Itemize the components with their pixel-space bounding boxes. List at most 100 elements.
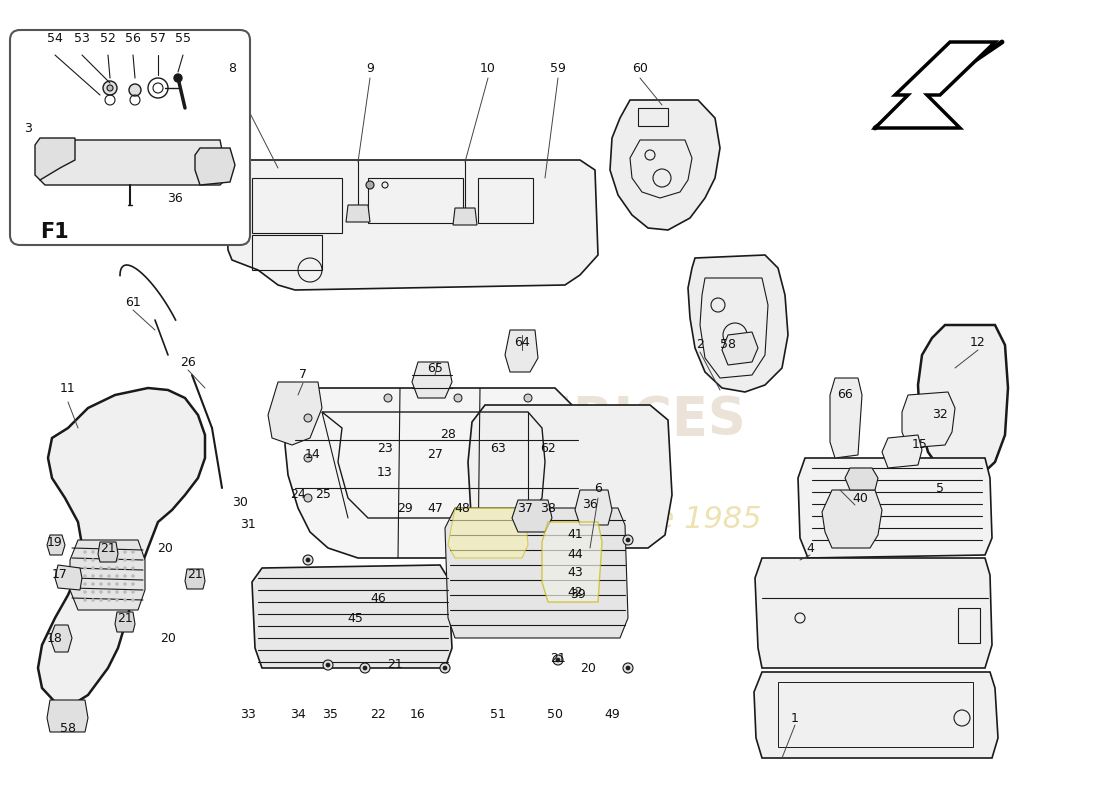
Text: 21: 21 — [187, 569, 202, 582]
Polygon shape — [845, 468, 878, 490]
Polygon shape — [446, 508, 628, 638]
Bar — [368, 178, 463, 223]
Text: 29: 29 — [397, 502, 412, 514]
Polygon shape — [468, 405, 672, 548]
Text: since 1985: since 1985 — [595, 506, 761, 534]
Text: 8: 8 — [228, 62, 236, 74]
Circle shape — [556, 658, 560, 662]
Text: 28: 28 — [440, 429, 455, 442]
Text: 39: 39 — [570, 589, 586, 602]
Text: 53: 53 — [74, 31, 90, 45]
Circle shape — [116, 598, 119, 602]
Text: 1: 1 — [791, 711, 799, 725]
Polygon shape — [754, 672, 998, 758]
Polygon shape — [35, 138, 75, 180]
Text: 65: 65 — [427, 362, 443, 374]
Polygon shape — [412, 362, 452, 398]
Text: 20: 20 — [580, 662, 596, 674]
Text: 55: 55 — [175, 31, 191, 45]
Text: 46: 46 — [370, 591, 386, 605]
Circle shape — [108, 582, 110, 586]
Polygon shape — [185, 569, 205, 589]
Polygon shape — [918, 325, 1008, 482]
Circle shape — [103, 81, 117, 95]
Text: 42: 42 — [568, 586, 583, 598]
Circle shape — [304, 494, 312, 502]
Polygon shape — [226, 160, 598, 290]
Circle shape — [326, 663, 330, 667]
Polygon shape — [55, 565, 82, 590]
Circle shape — [116, 550, 119, 554]
Text: 36: 36 — [167, 191, 183, 205]
Circle shape — [91, 582, 95, 586]
Polygon shape — [268, 382, 322, 445]
Text: 52: 52 — [100, 31, 116, 45]
Circle shape — [123, 590, 126, 594]
Text: 63: 63 — [491, 442, 506, 454]
Circle shape — [302, 555, 313, 565]
Circle shape — [174, 74, 182, 82]
Circle shape — [626, 538, 630, 542]
Text: 20: 20 — [157, 542, 173, 554]
Polygon shape — [542, 522, 602, 602]
Polygon shape — [116, 612, 135, 632]
Text: 11: 11 — [60, 382, 76, 394]
Polygon shape — [285, 388, 578, 558]
Polygon shape — [40, 140, 225, 185]
Text: 35: 35 — [322, 709, 338, 722]
Text: 43: 43 — [568, 566, 583, 578]
Text: 21: 21 — [100, 542, 116, 554]
Text: 59: 59 — [550, 62, 565, 74]
Text: 33: 33 — [240, 709, 256, 722]
Circle shape — [84, 590, 87, 594]
Circle shape — [107, 85, 113, 91]
Bar — [958, 608, 980, 643]
Polygon shape — [50, 625, 72, 652]
Text: 7: 7 — [299, 369, 307, 382]
Circle shape — [108, 590, 110, 594]
Circle shape — [99, 590, 102, 594]
Text: 22: 22 — [370, 709, 386, 722]
Circle shape — [91, 598, 95, 602]
Bar — [252, 178, 342, 233]
Circle shape — [108, 558, 110, 562]
Text: 38: 38 — [540, 502, 556, 514]
Text: 3: 3 — [24, 122, 32, 134]
Text: EURICES: EURICES — [494, 394, 746, 446]
Text: 17: 17 — [52, 569, 68, 582]
Polygon shape — [755, 558, 992, 668]
Circle shape — [84, 582, 87, 586]
Circle shape — [304, 414, 312, 422]
Circle shape — [366, 181, 374, 189]
Text: 26: 26 — [180, 355, 196, 369]
Text: 58: 58 — [720, 338, 736, 351]
Polygon shape — [688, 255, 788, 392]
Polygon shape — [798, 458, 992, 558]
Text: 21: 21 — [550, 651, 565, 665]
Text: 45: 45 — [348, 611, 363, 625]
Polygon shape — [830, 378, 862, 458]
Text: 6: 6 — [594, 482, 602, 494]
Polygon shape — [346, 205, 370, 222]
Bar — [638, 108, 668, 126]
Text: 51: 51 — [491, 709, 506, 722]
Text: 23: 23 — [377, 442, 393, 454]
Text: 12: 12 — [970, 335, 986, 349]
Circle shape — [91, 550, 95, 554]
Polygon shape — [70, 540, 145, 610]
Text: 27: 27 — [427, 449, 443, 462]
Circle shape — [123, 582, 126, 586]
Circle shape — [123, 550, 126, 554]
Text: 64: 64 — [514, 335, 530, 349]
Text: 36: 36 — [582, 498, 598, 511]
Circle shape — [440, 663, 450, 673]
Circle shape — [132, 574, 134, 578]
Text: 25: 25 — [315, 489, 331, 502]
Circle shape — [129, 84, 141, 96]
Circle shape — [123, 598, 126, 602]
Polygon shape — [882, 435, 922, 468]
Circle shape — [306, 558, 310, 562]
Circle shape — [553, 655, 563, 665]
Text: 56: 56 — [125, 31, 141, 45]
Circle shape — [623, 663, 632, 673]
